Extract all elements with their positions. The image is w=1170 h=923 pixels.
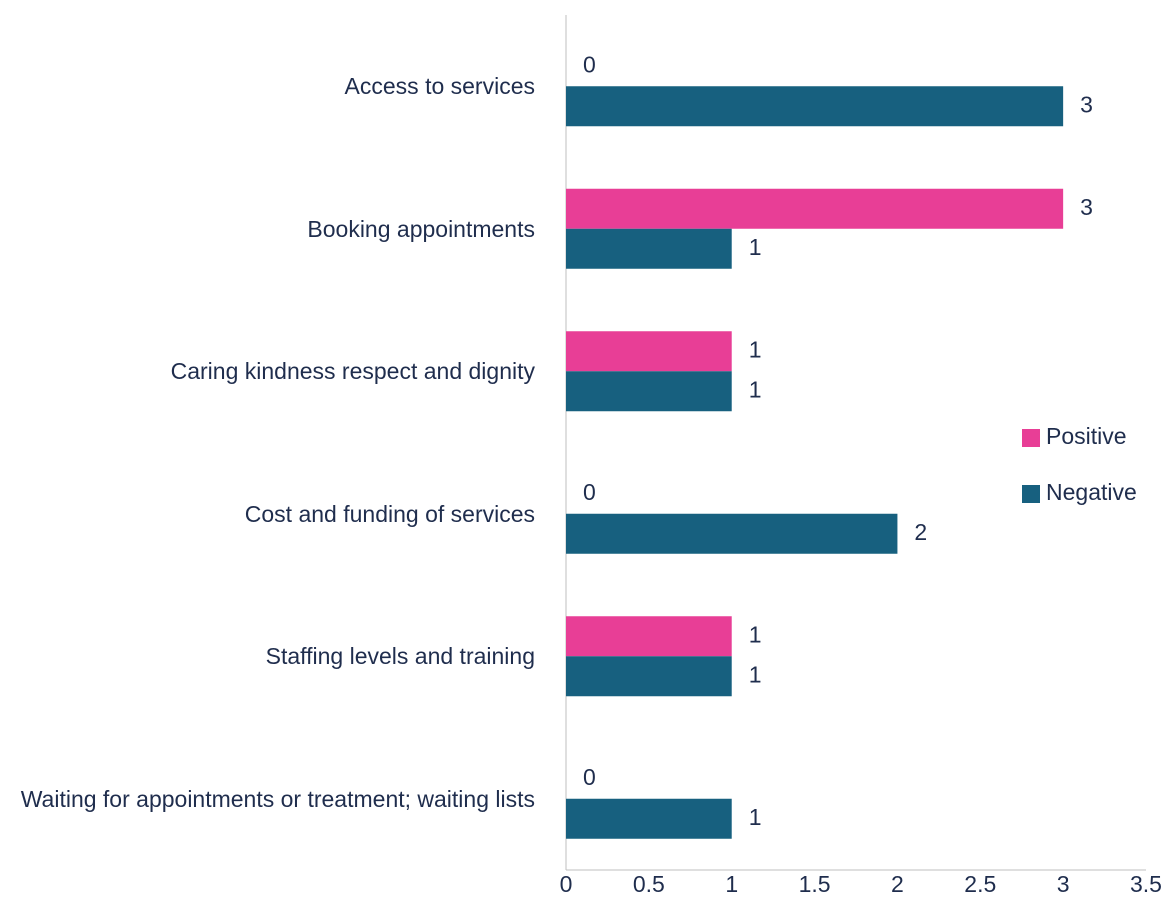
x-tick-label: 1.5: [799, 871, 831, 897]
category-label-box: Access to services: [0, 69, 535, 103]
category-label-box: Waiting for appointments or treatment; w…: [0, 782, 535, 816]
value-label: 3: [1080, 194, 1093, 220]
x-tick-label: 2.5: [964, 871, 996, 897]
value-label: 3: [1080, 91, 1093, 117]
x-tick-label: 3: [1057, 871, 1070, 897]
bar: [566, 228, 732, 269]
category-label: Waiting for appointments or treatment; w…: [20, 785, 535, 812]
bar: [566, 513, 898, 554]
category-label: Cost and funding of services: [244, 500, 535, 527]
value-label: 1: [749, 336, 762, 362]
category-label-box: Booking appointments: [0, 212, 535, 246]
value-label: 1: [749, 621, 762, 647]
legend-swatch: [1022, 485, 1040, 503]
category-label: Booking appointments: [307, 215, 535, 242]
bar: [566, 371, 732, 412]
value-label: 0: [583, 479, 596, 505]
category-label-box: Staffing levels and training: [0, 639, 535, 673]
value-label: 0: [583, 51, 596, 77]
category-label: Caring kindness respect and dignity: [170, 358, 535, 385]
bar: [566, 656, 732, 697]
x-tick-label: 1: [725, 871, 738, 897]
legend-swatch: [1022, 429, 1040, 447]
value-label: 1: [749, 661, 762, 687]
value-label: 1: [749, 376, 762, 402]
bar: [566, 86, 1064, 127]
category-label-box: Cost and funding of services: [0, 497, 535, 531]
value-label: 2: [914, 519, 927, 545]
x-tick-label: 2: [891, 871, 904, 897]
bar: [566, 188, 1064, 229]
value-label: 0: [583, 764, 596, 790]
bar: [566, 331, 732, 372]
x-tick-label: 0: [560, 871, 573, 897]
bar: [566, 798, 732, 839]
legend-label: Positive: [1046, 423, 1127, 449]
bar: [566, 616, 732, 657]
x-tick-label: 3.5: [1130, 871, 1162, 897]
value-label: 1: [749, 804, 762, 830]
category-label: Access to services: [344, 73, 535, 100]
value-label: 1: [749, 234, 762, 260]
category-label: Staffing levels and training: [265, 643, 535, 670]
category-label-box: Caring kindness respect and dignity: [0, 354, 535, 388]
legend-label: Negative: [1046, 479, 1137, 505]
x-tick-label: 0.5: [633, 871, 665, 897]
